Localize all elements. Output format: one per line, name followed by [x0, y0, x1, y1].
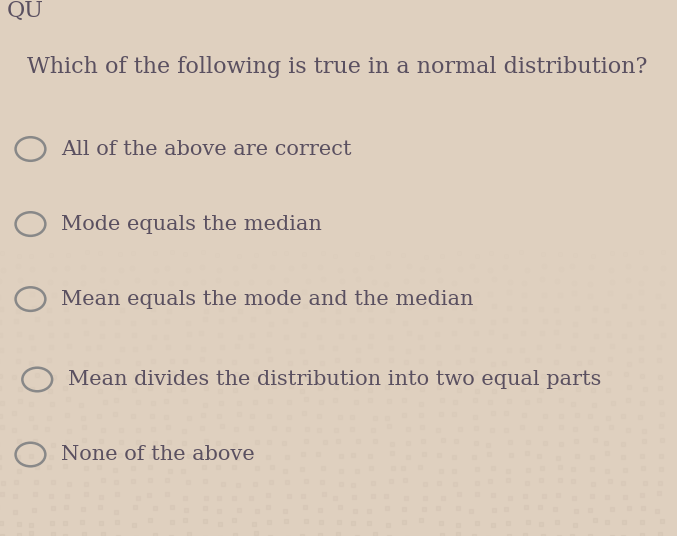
Text: Mean equals the mode and the median: Mean equals the mode and the median	[61, 289, 473, 309]
Text: Which of the following is true in a normal distribution?: Which of the following is true in a norm…	[27, 56, 647, 78]
Text: Mode equals the median: Mode equals the median	[61, 214, 322, 234]
Text: Mean divides the distribution into two equal parts: Mean divides the distribution into two e…	[68, 370, 601, 389]
Text: None of the above: None of the above	[61, 445, 255, 464]
Text: All of the above are correct: All of the above are correct	[61, 139, 351, 159]
Text: QU: QU	[7, 0, 44, 22]
